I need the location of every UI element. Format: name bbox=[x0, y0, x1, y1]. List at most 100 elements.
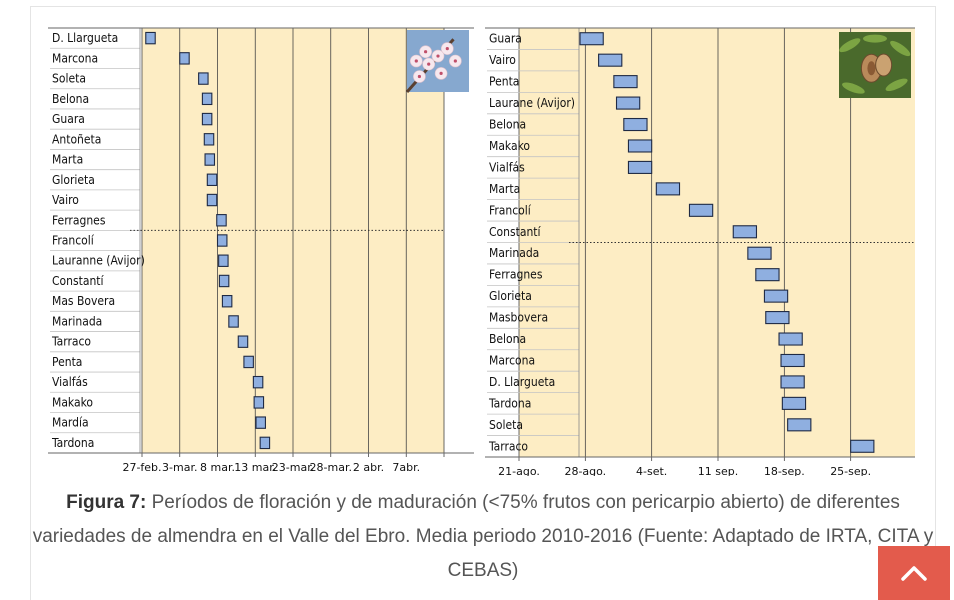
leaf bbox=[885, 78, 908, 92]
x-tick-label: 21-ago. bbox=[498, 465, 540, 476]
category-label: D. Llargueta bbox=[52, 31, 118, 45]
x-tick-label: 25-sep. bbox=[830, 465, 871, 476]
blossom-center bbox=[445, 47, 449, 51]
period-bar bbox=[203, 133, 215, 146]
x-tick-label: 2 abr. bbox=[353, 461, 384, 474]
period-bar bbox=[747, 246, 772, 260]
category-label: D. Llargueta bbox=[489, 375, 555, 389]
category-label: Marta bbox=[52, 153, 83, 167]
period-bar bbox=[623, 117, 648, 132]
period-bar bbox=[781, 396, 807, 410]
blossom-center bbox=[439, 71, 443, 75]
period-bar bbox=[765, 311, 790, 325]
x-tick-label: 28-ago. bbox=[564, 465, 606, 476]
period-bar bbox=[201, 92, 213, 106]
category-label: Marta bbox=[489, 182, 520, 196]
caption-text: Períodos de floración y de maduración (<… bbox=[32, 492, 934, 581]
category-label: Constantí bbox=[489, 225, 542, 239]
period-bar bbox=[655, 182, 681, 196]
period-bar bbox=[627, 139, 653, 153]
period-bar bbox=[198, 72, 209, 85]
leaf bbox=[863, 34, 887, 43]
category-label: Marcona bbox=[489, 353, 535, 367]
period-bar bbox=[145, 31, 156, 45]
category-label: Vairo bbox=[489, 53, 516, 67]
category-label: Soleta bbox=[52, 72, 86, 86]
x-tick-label: 3-mar. bbox=[162, 461, 197, 474]
period-bar bbox=[218, 254, 229, 267]
period-bar bbox=[255, 416, 266, 429]
category-label: Tardona bbox=[488, 396, 531, 410]
category-label: Vialfás bbox=[52, 375, 88, 389]
period-bar bbox=[780, 375, 805, 389]
blossom-center bbox=[427, 62, 431, 66]
category-label: Belona bbox=[489, 332, 526, 346]
x-tick-label: 27-feb. bbox=[122, 461, 161, 474]
blossom-center bbox=[417, 74, 421, 79]
figure-caption: Figura 7: Períodos de floración y de mad… bbox=[30, 486, 936, 588]
period-bar bbox=[179, 52, 190, 65]
category-label: Vialfás bbox=[489, 160, 525, 174]
category-label: Tarraco bbox=[51, 335, 91, 349]
category-label: Mas Bovera bbox=[52, 294, 115, 308]
leaf bbox=[839, 38, 861, 53]
category-label: Guara bbox=[489, 32, 522, 46]
period-bar bbox=[732, 225, 758, 239]
category-label: Belona bbox=[489, 118, 526, 132]
category-label: Tarraco bbox=[488, 439, 528, 453]
x-tick-label: 23-mar. bbox=[272, 461, 314, 474]
category-label: Marcona bbox=[52, 51, 98, 65]
category-label: Constantí bbox=[52, 274, 105, 288]
period-bar bbox=[216, 214, 227, 227]
category-label: Tardona bbox=[51, 436, 94, 450]
category-label: Belona bbox=[52, 92, 89, 106]
chevron-up-icon bbox=[901, 566, 927, 581]
category-label: Laurane (Avijor) bbox=[489, 96, 575, 110]
x-tick-label: 18-sep. bbox=[764, 465, 805, 476]
period-bar bbox=[204, 153, 216, 166]
scroll-to-top-button[interactable] bbox=[878, 546, 950, 600]
category-label: Lauranne (Avijor) bbox=[52, 254, 145, 268]
x-tick-label: 7abr. bbox=[392, 461, 420, 474]
period-bar bbox=[615, 96, 641, 110]
flowering-chart: D. Llargueta Marcona Soleta Belona Guara Anto… bbox=[48, 27, 474, 476]
blossom-center bbox=[453, 59, 457, 63]
category-label: Francolí bbox=[489, 203, 532, 217]
blossom-center bbox=[414, 59, 418, 63]
period-bar bbox=[218, 274, 230, 288]
category-label: Vairo bbox=[52, 193, 79, 207]
category-label: Antoñeta bbox=[52, 132, 101, 146]
category-label: Penta bbox=[489, 75, 519, 89]
category-label: Masbovera bbox=[489, 311, 548, 325]
category-label: Penta bbox=[52, 355, 82, 369]
period-bar bbox=[598, 53, 623, 67]
category-label: Mardía bbox=[52, 416, 89, 430]
period-bar bbox=[579, 32, 604, 46]
almond-hull bbox=[875, 53, 893, 77]
period-bar bbox=[228, 315, 239, 328]
category-label: Soleta bbox=[489, 418, 523, 432]
leaf bbox=[890, 40, 911, 57]
period-bar bbox=[259, 436, 271, 450]
leaf bbox=[842, 82, 865, 94]
category-label: Ferragnes bbox=[52, 213, 106, 227]
period-bar bbox=[688, 203, 714, 217]
category-label: Marinada bbox=[489, 246, 539, 260]
period-bar bbox=[780, 353, 805, 368]
period-bar bbox=[763, 289, 789, 303]
blossom-center bbox=[436, 54, 440, 58]
period-bar bbox=[627, 160, 653, 174]
period-bar bbox=[206, 173, 218, 187]
period-bar bbox=[216, 234, 228, 247]
period-bar bbox=[237, 335, 249, 348]
category-label: Makako bbox=[52, 395, 93, 409]
category-label: Guara bbox=[52, 112, 85, 126]
x-tick-label: 13 mar. bbox=[234, 461, 276, 474]
x-tick-label: 11 sep. bbox=[698, 465, 738, 476]
category-label: Glorieta bbox=[52, 173, 95, 187]
x-tick-label: 4-set. bbox=[636, 465, 667, 476]
period-bar bbox=[253, 396, 265, 409]
almond-fruit-photo bbox=[839, 32, 911, 98]
category-label: Makako bbox=[489, 139, 530, 153]
period-bar bbox=[243, 355, 254, 369]
